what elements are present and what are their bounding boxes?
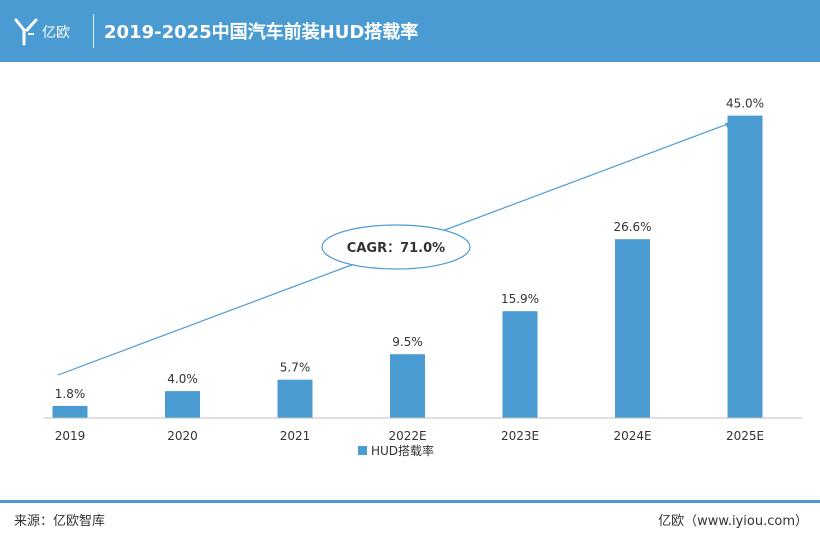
data-label-2021: 5.7% — [280, 361, 311, 375]
logo-text: 亿欧 — [42, 25, 70, 41]
bar-2024E — [615, 239, 650, 418]
chart-legend: HUD搭载率 — [358, 443, 434, 458]
legend-label: HUD搭载率 — [371, 443, 434, 458]
bar-2019 — [52, 405, 88, 418]
source-note: 来源：亿欧智库 — [14, 514, 106, 529]
cagr-annotation-label: CAGR：71.0% — [347, 241, 445, 256]
x-tick-label-2021: 2021 — [280, 429, 311, 443]
logo: 亿欧 — [14, 14, 86, 48]
x-tick-label-2025E: 2025E — [726, 429, 764, 443]
x-tick-label-2023E: 2023E — [501, 429, 539, 443]
bar-2021 — [277, 379, 313, 418]
bars-layer: 1.8% 4.0% 5.7% 9.5% 15.9% 26.6% 45.0% — [52, 97, 764, 418]
bar-2025E — [727, 115, 763, 418]
x-tick-label-2024E: 2024E — [613, 429, 651, 443]
bar-chart: CAGR：71.0% 1.8% 4.0% 5.7% 9.5% 15.9% 26.6% 45.… — [44, 97, 802, 458]
header-banner: 亿欧 2019-2025中国汽车前装HUD搭载率 — [0, 0, 820, 62]
x-axis-labels: 2019 2020 2021 2022E 2023E 2024E 2025E — [55, 429, 764, 443]
data-label-2025E: 45.0% — [726, 97, 764, 111]
page-title: 2019-2025中国汽车前装HUD搭载率 — [104, 22, 419, 43]
legend-swatch — [358, 446, 367, 455]
bar-2020 — [165, 391, 200, 418]
x-tick-label-2022E: 2022E — [388, 429, 426, 443]
trend-layer: CAGR：71.0% — [57, 121, 734, 376]
footer-divider — [0, 500, 820, 503]
bar-2023E — [502, 311, 538, 418]
cagr-annotation-ellipse — [321, 224, 471, 270]
x-tick-label-2020: 2020 — [167, 429, 198, 443]
header-divider — [93, 14, 94, 48]
data-label-2020: 4.0% — [167, 372, 198, 386]
data-label-2019: 1.8% — [55, 387, 86, 401]
brand-site-note: 亿欧（www.iyiou.com） — [658, 514, 808, 529]
data-label-2024E: 26.6% — [613, 220, 651, 234]
bar-2022E — [390, 354, 425, 418]
data-label-2022E: 9.5% — [392, 335, 423, 349]
x-tick-label-2019: 2019 — [55, 429, 86, 443]
logo-y-icon — [14, 18, 38, 46]
data-label-2023E: 15.9% — [501, 292, 539, 306]
